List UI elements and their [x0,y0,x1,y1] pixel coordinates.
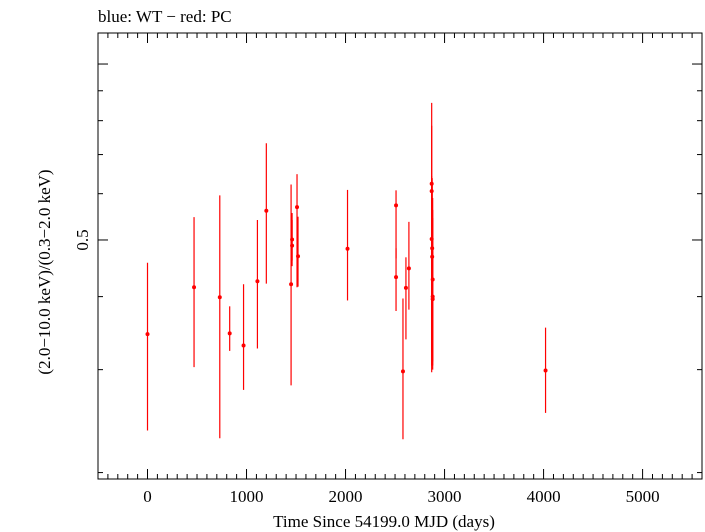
data-point [400,369,405,374]
data-point [543,368,548,373]
chart-title: blue: WT − red: PC [98,7,232,26]
data-points [145,102,548,440]
y-axis-label: (2.0−10.0 keV)/(0.3−2.0 keV) [35,169,54,374]
x-axis-label: Time Since 54199.0 MJD (days) [273,512,495,531]
y-tick-label: 0.5 [73,229,92,250]
data-point [145,332,150,337]
data-point [227,331,232,336]
data-point [430,277,435,282]
plot-frame [97,32,703,480]
data-point [290,237,295,242]
data-point [295,205,300,210]
data-point [217,295,222,300]
data-point [255,279,260,284]
x-tick-label: 3000 [428,487,462,506]
axis-ticks [97,33,702,479]
data-point [241,343,246,348]
data-point [296,254,301,259]
data-point [192,285,197,290]
x-tick-label: 0 [143,487,152,506]
data-point [264,208,269,213]
x-tick-label: 1000 [230,487,264,506]
data-point [406,266,411,271]
axis-tick-labels: 0 1000 2000 3000 4000 5000 0.5 [73,229,660,506]
data-point [394,275,399,280]
x-tick-label: 5000 [626,487,660,506]
x-tick-label: 4000 [527,487,561,506]
data-point [289,282,294,287]
data-point [394,203,399,208]
data-point [345,246,350,251]
data-point [403,285,408,290]
x-tick-label: 2000 [329,487,363,506]
